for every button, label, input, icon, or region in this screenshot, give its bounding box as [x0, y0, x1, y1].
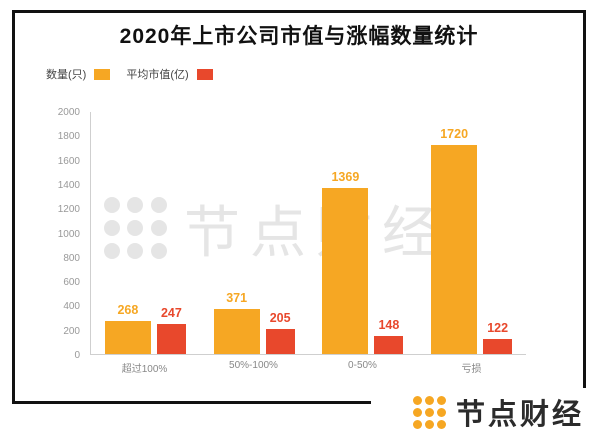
logo-dot	[424, 419, 434, 429]
bar-group: 1720 122	[417, 112, 526, 354]
bar-value-label: 148	[378, 318, 400, 333]
bar-series1-cat0: 247	[156, 306, 186, 354]
bar-series1-cat3: 122	[483, 321, 513, 354]
bar-value-label: 1720	[440, 127, 469, 142]
bar-value-label: 205	[269, 311, 291, 326]
logo-dot	[150, 243, 167, 260]
logo-dot	[412, 419, 422, 429]
logo-dot	[104, 219, 120, 236]
logo-dot	[424, 395, 434, 405]
legend: 数量(只) 平均市值(亿)	[46, 66, 221, 82]
bar-series1-cat2: 148	[374, 318, 404, 354]
plot-area: 268 247 371 205 1369 148 1720 122	[90, 112, 526, 355]
brand-logo: 节点财经	[370, 388, 594, 436]
y-tick-label: 0	[74, 350, 80, 361]
logo-dot	[436, 419, 446, 429]
logo-dot	[412, 395, 422, 405]
bar-group: 371 205	[200, 112, 309, 354]
x-tick-label: 50%-100%	[229, 360, 278, 371]
bar-value-label: 247	[160, 306, 182, 320]
logo-dot	[104, 196, 120, 213]
brand-logo-icon	[412, 395, 446, 429]
brand-logo-text: 节点财经	[455, 399, 584, 431]
logo-dot	[412, 407, 422, 417]
bar-series1-cat1: 205	[265, 311, 295, 354]
y-tick-label: 1000	[57, 228, 80, 240]
bar-value-label: 122	[487, 321, 509, 336]
y-tick-label: 800	[63, 252, 80, 264]
legend-label: 数量(只)	[46, 69, 87, 81]
logo-dot	[150, 196, 167, 213]
x-tick-label: 亏损	[461, 364, 482, 375]
bar-series0-cat1: 371	[213, 291, 260, 354]
watermark-logo-icon	[104, 196, 168, 261]
logo-dot	[424, 407, 434, 417]
y-tick-label: 1200	[57, 204, 80, 216]
y-tick-label: 600	[63, 277, 80, 289]
bar-value-label: 371	[226, 290, 248, 305]
bar-series0-cat2: 1369	[322, 170, 369, 354]
y-tick-label: 1600	[57, 155, 80, 167]
logo-dot	[127, 196, 144, 213]
legend-label: 平均市值(亿)	[126, 69, 189, 81]
logo-dot	[127, 243, 144, 260]
bar-value-label: 268	[117, 303, 139, 318]
logo-dot	[150, 219, 167, 236]
legend-swatch	[196, 68, 213, 80]
bar-series0-cat0: 268	[104, 303, 151, 354]
x-tick-label: 0-50%	[348, 360, 377, 371]
bar-series0-cat3: 1720	[431, 127, 478, 354]
chart-title: 2020年上市公司市值与涨幅数量统计	[119, 25, 479, 48]
watermark: 节点财经	[104, 188, 448, 269]
legend-swatch	[94, 68, 111, 80]
border-frame	[12, 10, 586, 404]
bar-group: 268 247	[91, 112, 200, 354]
y-tick-label: 400	[63, 301, 80, 313]
logo-dot	[436, 395, 446, 405]
logo-dot	[436, 407, 446, 417]
logo-dot	[127, 219, 144, 236]
bar-value-label: 1369	[331, 169, 360, 184]
y-tick-label: 1800	[57, 131, 80, 143]
y-axis-labels: 2000 1800 1600 1400 1200 1000 800 600 400 200 0	[46, 107, 84, 361]
x-axis-labels: 超过100% 50%-100% 0-50% 亏损	[90, 360, 526, 375]
x-tick-label: 超过100%	[121, 364, 168, 375]
y-tick-label: 1400	[57, 179, 80, 191]
bar-group: 1369 148	[309, 112, 418, 354]
y-tick-label: 2000	[57, 107, 80, 118]
watermark-text: 节点财经	[184, 201, 448, 264]
y-tick-label: 200	[63, 325, 80, 337]
logo-dot	[104, 243, 120, 260]
